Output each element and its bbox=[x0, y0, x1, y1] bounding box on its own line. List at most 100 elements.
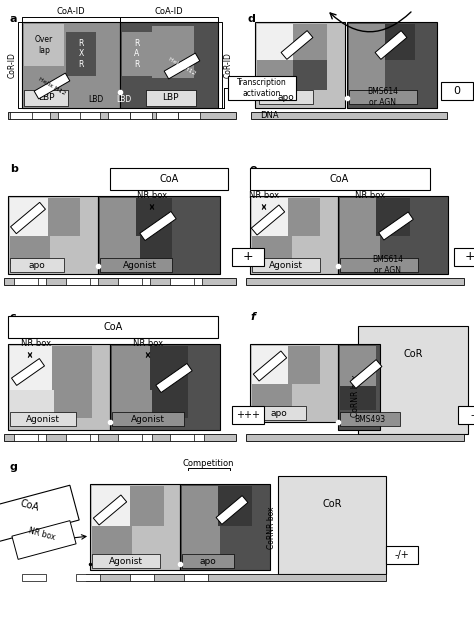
Bar bbox=[110, 168, 228, 190]
Text: apo: apo bbox=[200, 556, 216, 566]
Bar bbox=[349, 24, 385, 60]
Bar bbox=[338, 196, 448, 274]
Bar bbox=[182, 554, 234, 568]
Bar bbox=[10, 112, 32, 119]
Bar bbox=[86, 574, 386, 581]
Bar bbox=[178, 112, 200, 119]
Bar bbox=[349, 60, 385, 90]
Polygon shape bbox=[281, 31, 313, 59]
Bar bbox=[92, 526, 132, 556]
Bar bbox=[454, 248, 474, 266]
Text: NR box: NR box bbox=[21, 338, 51, 348]
Polygon shape bbox=[216, 496, 248, 524]
Bar bbox=[8, 112, 236, 119]
Bar bbox=[385, 60, 415, 90]
Bar bbox=[14, 434, 38, 441]
Bar bbox=[441, 82, 473, 100]
Bar bbox=[112, 390, 152, 418]
Bar bbox=[50, 236, 80, 264]
Bar bbox=[8, 344, 110, 430]
Bar bbox=[10, 390, 54, 418]
Text: 0: 0 bbox=[454, 86, 461, 96]
Bar bbox=[66, 278, 90, 285]
Bar bbox=[251, 112, 447, 119]
Bar bbox=[232, 406, 264, 424]
Bar bbox=[48, 198, 80, 236]
Bar bbox=[292, 384, 320, 412]
Bar bbox=[22, 22, 120, 108]
Text: apo: apo bbox=[278, 93, 294, 101]
Text: d: d bbox=[248, 14, 256, 24]
Bar bbox=[252, 406, 306, 420]
Bar bbox=[252, 384, 292, 412]
Bar bbox=[122, 32, 152, 76]
Bar bbox=[376, 198, 410, 236]
Text: CoR: CoR bbox=[403, 349, 423, 359]
Bar bbox=[250, 168, 430, 190]
Text: -/+: -/+ bbox=[395, 550, 410, 560]
Bar bbox=[24, 90, 68, 106]
Bar bbox=[100, 198, 136, 236]
Polygon shape bbox=[0, 485, 79, 543]
Bar bbox=[112, 412, 184, 426]
Bar bbox=[232, 248, 264, 266]
Bar bbox=[340, 236, 380, 264]
Bar bbox=[220, 526, 250, 556]
Bar bbox=[252, 236, 292, 264]
Bar bbox=[250, 344, 338, 422]
Text: Agonist: Agonist bbox=[123, 260, 157, 270]
Bar bbox=[188, 346, 218, 390]
Bar bbox=[100, 258, 172, 272]
Bar bbox=[340, 412, 400, 426]
Text: f: f bbox=[250, 312, 255, 322]
Bar bbox=[180, 434, 204, 441]
Polygon shape bbox=[12, 520, 76, 559]
Bar bbox=[52, 346, 92, 390]
Bar bbox=[132, 526, 162, 556]
Bar bbox=[128, 434, 152, 441]
Bar bbox=[184, 574, 208, 581]
Text: +: + bbox=[465, 251, 474, 263]
Bar bbox=[140, 236, 172, 264]
Bar bbox=[8, 196, 98, 274]
Bar bbox=[100, 236, 140, 264]
Text: +: + bbox=[243, 251, 253, 263]
Text: DNA: DNA bbox=[260, 110, 279, 120]
Bar bbox=[130, 574, 154, 581]
Text: Helix H12: Helix H12 bbox=[37, 76, 66, 96]
Text: g: g bbox=[10, 462, 18, 472]
Bar bbox=[130, 486, 164, 526]
Text: NR box: NR box bbox=[355, 190, 385, 200]
Text: NR box: NR box bbox=[27, 526, 56, 542]
Text: CoR: CoR bbox=[322, 499, 342, 509]
Polygon shape bbox=[375, 31, 407, 59]
Bar bbox=[28, 112, 50, 119]
Bar bbox=[340, 386, 376, 410]
Bar bbox=[182, 486, 218, 526]
Bar bbox=[252, 258, 320, 272]
Text: Agonist: Agonist bbox=[269, 260, 303, 270]
Text: LBD: LBD bbox=[117, 96, 132, 105]
Bar bbox=[246, 278, 464, 285]
Bar bbox=[110, 344, 220, 430]
Bar bbox=[66, 32, 96, 76]
Bar bbox=[252, 346, 288, 384]
Text: CoRNR box: CoRNR box bbox=[352, 375, 361, 417]
Bar bbox=[288, 346, 320, 384]
Bar bbox=[10, 236, 50, 264]
Text: BMS614
or AGN: BMS614 or AGN bbox=[373, 255, 403, 275]
Text: NR box: NR box bbox=[133, 338, 163, 348]
Bar bbox=[74, 278, 98, 285]
Bar bbox=[347, 22, 437, 108]
Text: c: c bbox=[10, 312, 17, 322]
Bar bbox=[170, 278, 194, 285]
Text: CoA-ID: CoA-ID bbox=[57, 6, 85, 16]
Text: Agonist: Agonist bbox=[131, 415, 165, 423]
Bar bbox=[386, 546, 418, 564]
Bar bbox=[66, 434, 90, 441]
Bar bbox=[120, 22, 218, 108]
Bar bbox=[10, 198, 48, 236]
Bar bbox=[246, 434, 464, 441]
Bar bbox=[152, 390, 188, 418]
Text: b: b bbox=[10, 164, 18, 174]
